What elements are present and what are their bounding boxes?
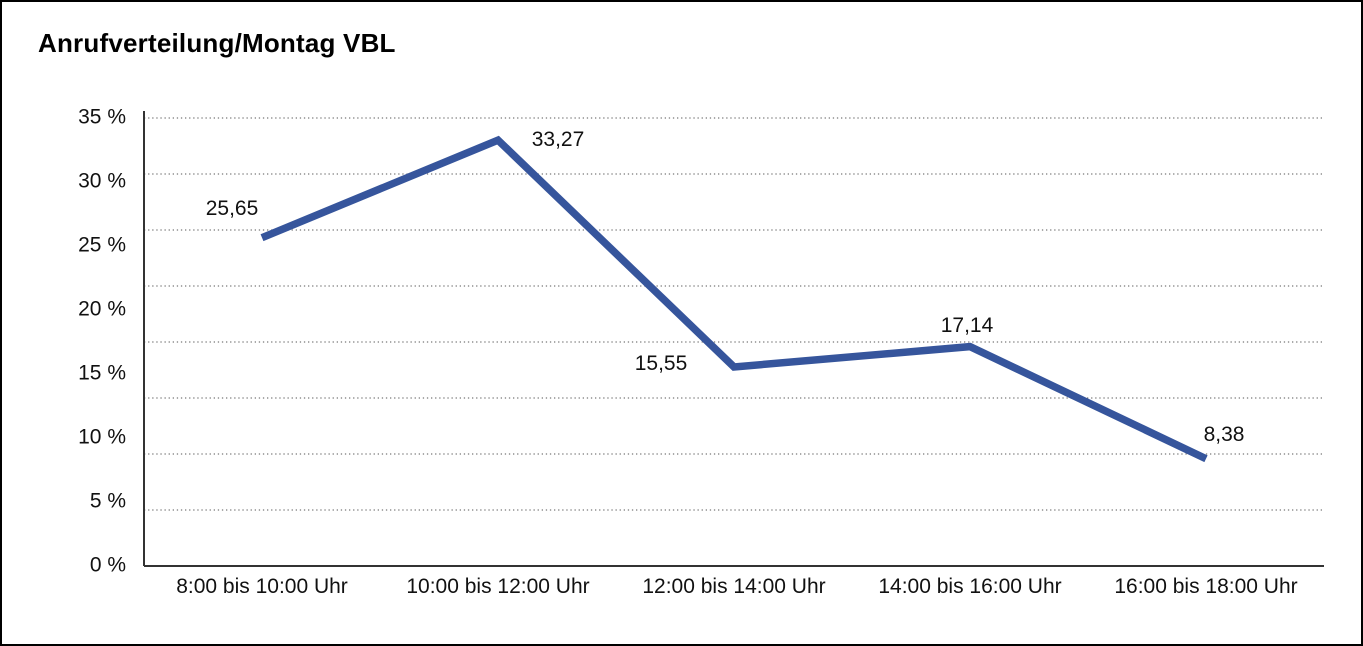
- y-axis-tick-label: 0 %: [89, 553, 126, 577]
- y-axis-tick-label: 5 %: [89, 489, 126, 513]
- y-axis-tick-label: 25 %: [78, 233, 126, 257]
- y-axis-tick-label: 35 %: [78, 105, 126, 129]
- data-point-label: 8,38: [1203, 422, 1245, 446]
- x-axis-category-label: 12:00 bis 14:00 Uhr: [642, 575, 826, 598]
- x-axis-category-label: 8:00 bis 10:00 Uhr: [176, 575, 348, 598]
- y-axis-tick-label: 10 %: [78, 425, 126, 449]
- x-axis-category-label: 14:00 bis 16:00 Uhr: [878, 575, 1062, 598]
- y-axis-tick-label: 30 %: [78, 169, 126, 193]
- y-axis-tick-label: 15 %: [78, 361, 126, 385]
- data-point-label: 15,55: [634, 351, 688, 375]
- data-point-label: 33,27: [531, 128, 585, 152]
- data-point-label: 25,65: [205, 196, 259, 220]
- data-point-label: 17,14: [940, 313, 994, 337]
- chart-title: Anrufverteilung/Montag VBL: [38, 28, 396, 58]
- x-axis-category-label: 10:00 bis 12:00 Uhr: [406, 575, 590, 598]
- data-line: [260, 135, 1208, 463]
- y-axis-tick-label: 20 %: [78, 297, 126, 321]
- x-axis-category-label: 16:00 bis 18:00 Uhr: [1114, 575, 1298, 598]
